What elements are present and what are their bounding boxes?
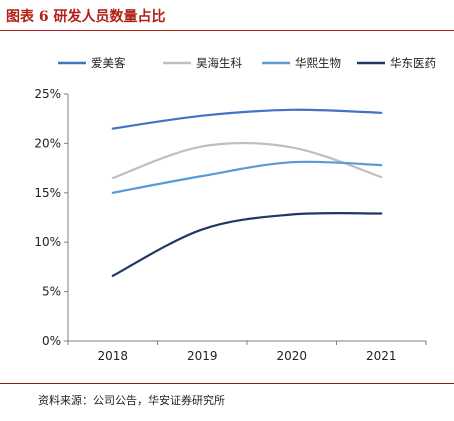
line-chart: 爱美客 昊海生科 华熙生物 华东医药 0%5%10%15%20%25% 2018 201… [34, 56, 436, 363]
y-tick-label: 0% [42, 334, 61, 348]
legend-label: 昊海生科 [196, 56, 242, 70]
x-tick-label: 2020 [276, 349, 307, 363]
x-tick-label: 2018 [97, 349, 128, 363]
title-divider [0, 30, 454, 31]
y-axis: 0% 5% 10% 15% 20% 25% [34, 87, 69, 348]
series-lines [111, 108, 383, 277]
series-line-3 [111, 160, 383, 194]
source-note: 资料来源：公司公告，华安证券研究所 [38, 394, 225, 407]
legend-label: 爱美客 [91, 56, 126, 70]
series-line-2 [111, 141, 383, 180]
figure-title: 图表 6 研发人员数量占比 [6, 9, 166, 25]
x-axis: 2018 2019 2020 2021 [67, 340, 427, 363]
y-tick-label: 10% [34, 235, 61, 249]
x-tick-label: 2019 [187, 349, 218, 363]
y-tick-label: 20% [34, 136, 61, 150]
y-tick-label: 25% [34, 87, 61, 101]
y-tick-label: 15% [34, 186, 61, 200]
legend-label: 华熙生物 [295, 56, 341, 70]
legend-label: 华东医药 [390, 56, 436, 70]
footer-divider [0, 383, 454, 384]
series-line-1 [111, 108, 383, 130]
chart-legend: 爱美客 昊海生科 华熙生物 华东医药 [58, 56, 436, 70]
x-tick-label: 2021 [366, 349, 397, 363]
series-line-4 [111, 211, 383, 277]
y-tick-label: 5% [42, 285, 61, 299]
